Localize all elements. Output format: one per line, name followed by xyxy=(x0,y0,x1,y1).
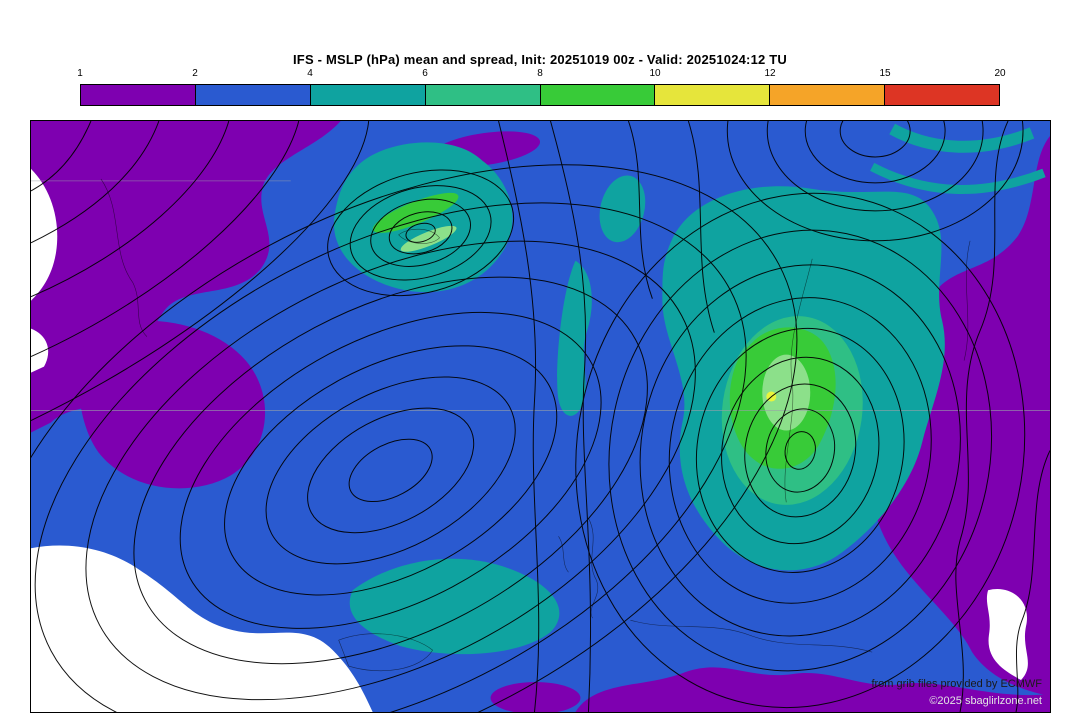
colorbar: 1 2 4 6 8 10 12 15 20 xyxy=(77,68,1006,108)
colorbar-tick: 12 xyxy=(764,68,776,79)
contour-lines xyxy=(31,121,1050,712)
colorbar-tick: 2 xyxy=(192,68,198,79)
colorbar-tick: 6 xyxy=(422,68,428,79)
colorbar-segment xyxy=(425,85,541,105)
map-frame: from grib files provided by ECMWF ©2025 … xyxy=(30,120,1051,713)
spread-fill-white xyxy=(31,168,1028,712)
colorbar-segment xyxy=(540,85,656,105)
attribution-source: from grib files provided by ECMWF xyxy=(871,678,1042,690)
colorbar-tick: 8 xyxy=(537,68,543,79)
spread-fill-purple xyxy=(31,121,1050,712)
colorbar-segment xyxy=(310,85,426,105)
colorbar-segment xyxy=(655,85,771,105)
colorbar-segment xyxy=(81,85,196,105)
colorbar-ticks: 1 2 4 6 8 10 12 15 20 xyxy=(77,68,1005,82)
colorbar-segments xyxy=(80,84,1000,106)
colorbar-tick: 15 xyxy=(879,68,891,79)
weather-map-svg xyxy=(31,121,1050,712)
colorbar-segment xyxy=(885,85,999,105)
colorbar-tick: 20 xyxy=(994,68,1006,79)
colorbar-tick: 1 xyxy=(77,68,83,79)
chart-title: IFS - MSLP (hPa) mean and spread, Init: … xyxy=(293,52,787,67)
attribution-copyright: ©2025 sbaglirlzone.net xyxy=(929,695,1042,707)
graticule-lines xyxy=(31,180,1050,411)
colorbar-segment xyxy=(770,85,886,105)
colorbar-segment xyxy=(195,85,311,105)
coastlines xyxy=(100,178,971,672)
colorbar-tick: 10 xyxy=(649,68,661,79)
colorbar-tick: 4 xyxy=(307,68,313,79)
